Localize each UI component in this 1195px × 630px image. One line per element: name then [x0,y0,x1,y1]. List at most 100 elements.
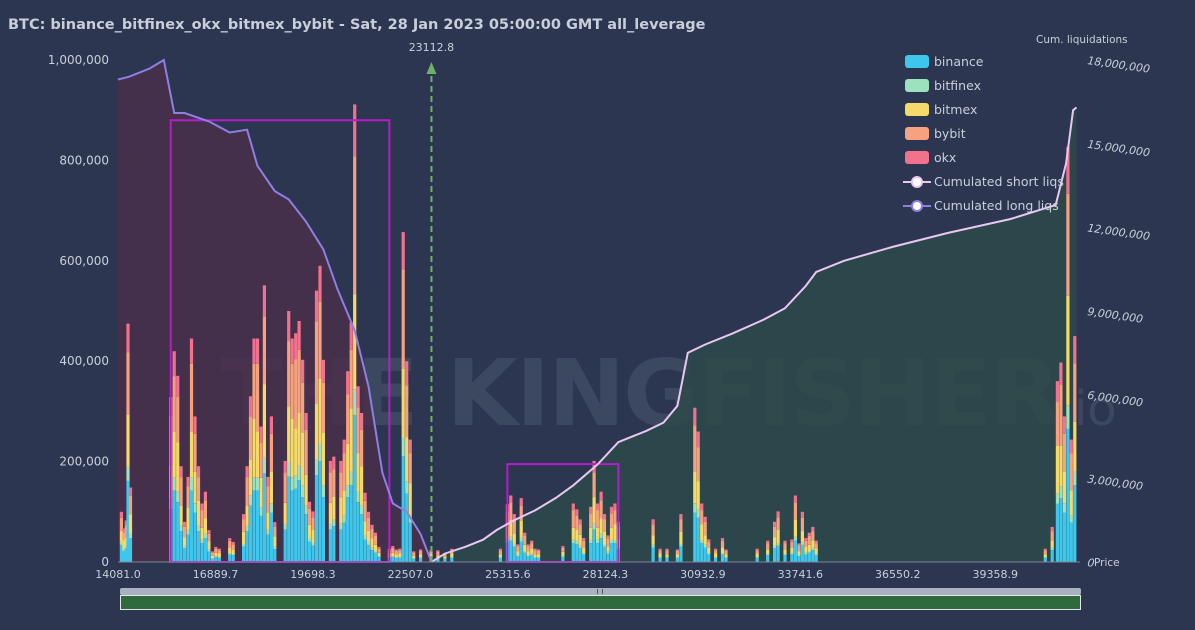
bar-binance [1055,504,1059,562]
bar-binance [307,541,312,562]
bar-okx [658,548,662,551]
bar-okx [391,546,395,548]
bar-bybit [561,547,565,552]
bar-binance [498,557,502,562]
bar-binance [228,554,232,562]
bar-okx [679,514,683,520]
bar-bitmex [273,536,277,547]
bar-okx [321,359,325,383]
legend-label: Cumulated long liqs [934,198,1059,213]
bar-okx [122,528,126,533]
y-left-tick-label: 600,000 [59,254,109,268]
bar-bitfinex [526,555,530,557]
bar-bybit [509,503,513,520]
bar-okx [370,524,374,529]
bar-bitfinex [311,542,315,546]
bar-bybit [679,519,683,532]
bar-bitmex [498,554,502,557]
bar-bybit [124,525,128,538]
bar-bitmex [189,431,194,478]
bar-bitmex [255,431,260,478]
bar-okx [304,413,308,430]
bar-okx [412,551,416,553]
y-right-tick-label: 12,000,000 [1087,221,1151,243]
bar-binance [1062,512,1066,562]
bar-okx [287,311,291,342]
zoom-handle-icon[interactable] [597,589,603,594]
bar-okx [693,407,697,426]
bar-bitfinex [172,477,176,491]
bar-okx [294,333,298,360]
zoom-scrollbar-thumb[interactable] [120,595,1081,610]
bar-binance [436,558,440,562]
bar-bitmex [797,551,801,555]
zoom-scrollbar-track[interactable] [120,588,1081,595]
y-right-axis-title: Cum. liquidations [1036,34,1128,46]
bar-bitfinex [720,553,725,555]
bar-bitfinex [262,457,266,474]
legend-label: bitfinex [934,78,981,93]
bar-bybit [228,540,232,548]
bar-binance [373,552,378,562]
bar-bybit [575,515,579,530]
bar-okx [373,532,378,536]
bar-bybit [1073,363,1077,422]
y-right-tick-label: 9,000,000 [1087,305,1144,326]
bar-bitmex [311,529,315,543]
bar-okx [665,548,669,551]
bar-bitmex [124,537,128,547]
bar-okx [790,539,794,543]
bar-bitmex [519,521,523,538]
bar-bitfinex [1059,486,1063,498]
bar-bybit [363,500,367,522]
bar-bitfinex [287,461,291,477]
bar-bitmex [214,552,218,556]
bar-bybit [332,469,336,497]
bar-bybit [1066,193,1070,296]
bar-okx [1043,548,1047,551]
bar-bitfinex [283,523,287,530]
bar-binance [172,490,176,562]
bar-bitmex [596,527,600,540]
bar-binance [755,557,759,562]
bar-bitfinex [231,554,235,556]
bar-bitmex [318,378,322,444]
bar-okx [526,544,530,547]
legend-label: okx [934,150,956,165]
bar-binance [200,543,204,562]
bar-okx [297,321,301,350]
bar-bitmex [606,546,610,552]
bar-bybit [797,545,801,552]
bar-bybit [242,519,246,532]
bar-bitfinex [665,557,669,558]
bar-bitmex [651,535,655,545]
bar-binance [679,546,683,562]
bar-okx [571,503,575,511]
legend-label: bybit [934,126,966,141]
bar-bitfinex [523,551,527,553]
bar-bitmex [266,512,270,530]
bar-binance [346,497,350,562]
bar-bitfinex [773,545,777,549]
bar-bitmex [304,474,308,506]
x-tick-label: 22507.0 [388,568,434,581]
bar-binance [450,557,454,562]
bar-bitfinex [252,477,256,491]
bar-bybit [196,477,201,501]
bar-bybit [613,510,617,525]
legend-swatch-bitfinex [905,79,929,92]
bar-binance [189,490,194,562]
bar-bitfinex [1055,493,1059,504]
bar-bybit [301,382,305,433]
bar-binance [523,552,527,562]
bar-bybit [210,552,214,556]
bar-bybit [183,526,187,538]
bar-okx [126,323,130,353]
bar-binance [179,531,183,562]
bar-bitmex [356,453,360,492]
bar-binance [665,557,669,562]
bar-bitmex [405,437,409,482]
bar-binance [703,547,707,562]
x-tick-label: 36550.2 [875,568,921,581]
